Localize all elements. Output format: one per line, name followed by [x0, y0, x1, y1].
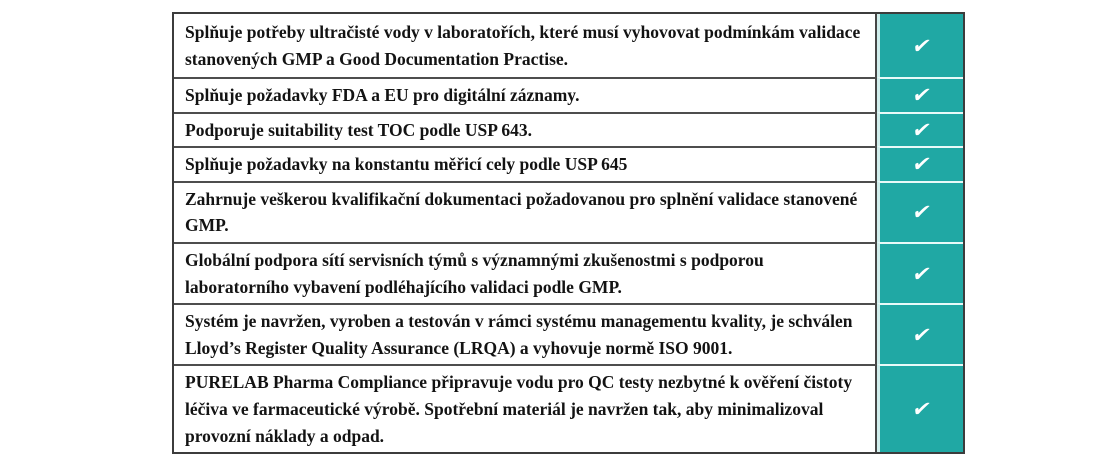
checkmark-icon: ✔	[910, 152, 933, 177]
table-row: Splňuje požadavky FDA a EU pro digitální…	[174, 77, 963, 112]
table-row: Zahrnuje veškerou kvalifikační dokumenta…	[174, 180, 963, 242]
checkmark-icon: ✔	[910, 200, 933, 225]
feature-text: Podporuje suitability test TOC podle USP…	[174, 111, 877, 147]
table-row: Splňuje požadavky na konstantu měřicí ce…	[174, 146, 963, 181]
feature-text: Systém je navržen, vyroben a testován v …	[174, 303, 877, 365]
compliance-table: Splňuje potřeby ultračisté vody v labora…	[172, 12, 965, 454]
table-row: Globální podpora sítí servisních týmů s …	[174, 241, 963, 304]
checkmark-icon: ✔	[910, 322, 933, 347]
table-row: PURELAB Pharma Compliance připravuje vod…	[174, 364, 963, 453]
check-cell: ✔	[877, 77, 963, 112]
check-cell: ✔	[877, 364, 963, 453]
checkmark-icon: ✔	[910, 117, 933, 142]
feature-text: Globální podpora sítí servisních týmů s …	[174, 241, 877, 304]
feature-text: Zahrnuje veškerou kvalifikační dokumenta…	[174, 180, 877, 242]
check-cell: ✔	[877, 303, 963, 365]
checkmark-icon: ✔	[910, 397, 933, 422]
feature-text: PURELAB Pharma Compliance připravuje vod…	[174, 364, 877, 453]
check-cell: ✔	[877, 111, 963, 147]
table-row: Systém je navržen, vyroben a testován v …	[174, 303, 963, 365]
feature-text: Splňuje požadavky na konstantu měřicí ce…	[174, 146, 877, 181]
check-cell: ✔	[877, 146, 963, 181]
feature-text: Splňuje potřeby ultračisté vody v labora…	[174, 14, 877, 77]
table-row: Podporuje suitability test TOC podle USP…	[174, 111, 963, 147]
table-row: Splňuje potřeby ultračisté vody v labora…	[174, 14, 963, 77]
check-cell: ✔	[877, 14, 963, 77]
checkmark-icon: ✔	[910, 83, 933, 108]
feature-text: Splňuje požadavky FDA a EU pro digitální…	[174, 77, 877, 112]
checkmark-icon: ✔	[910, 33, 933, 58]
check-cell: ✔	[877, 180, 963, 242]
checkmark-icon: ✔	[910, 261, 933, 286]
check-cell: ✔	[877, 241, 963, 304]
